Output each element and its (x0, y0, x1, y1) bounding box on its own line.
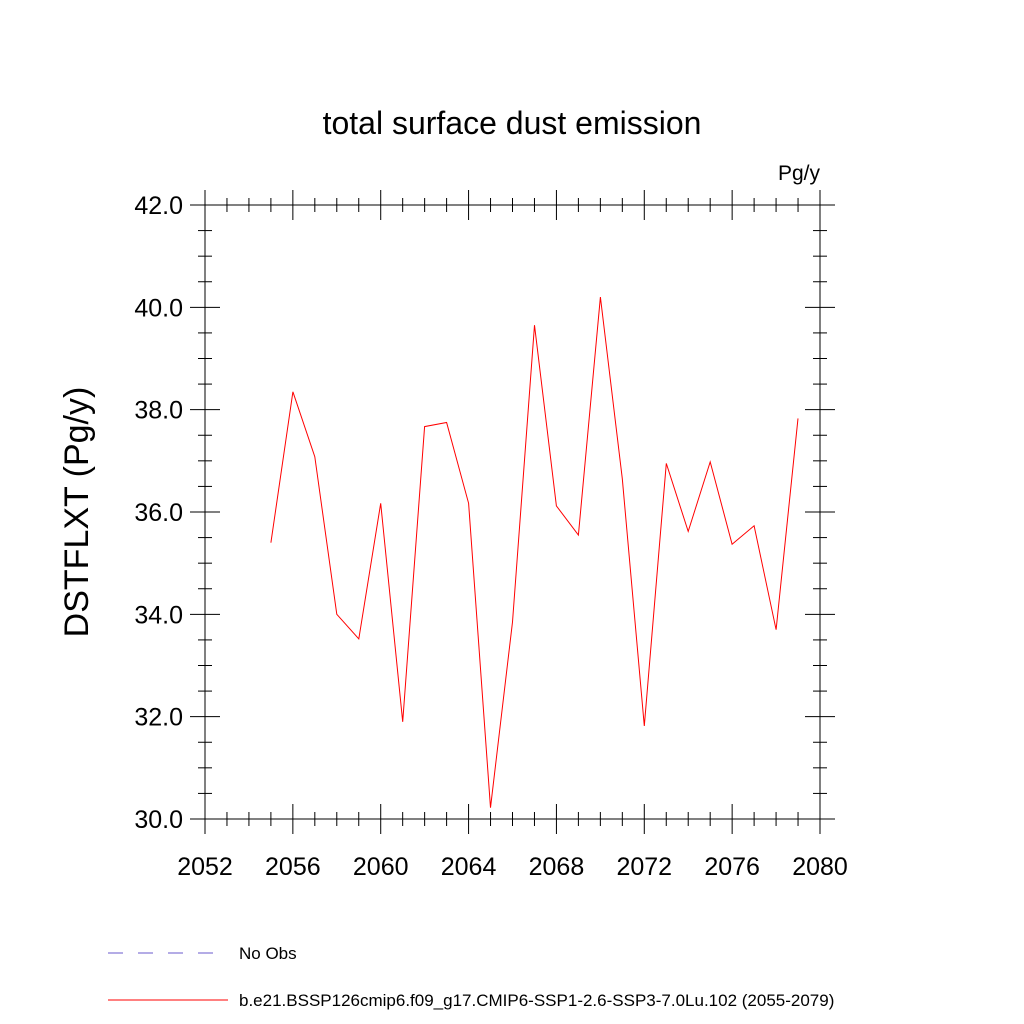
x-tick-label: 2064 (441, 853, 497, 881)
units-label: Pg/y (778, 162, 821, 185)
y-tick-label: 38.0 (134, 397, 183, 425)
y-tick-label: 30.0 (134, 806, 183, 834)
y-tick-label: 40.0 (134, 294, 183, 322)
legend-label: No Obs (239, 944, 297, 963)
legend: No Obs b.e21.BSSP126cmip6.f09_g17.CMIP6-S… (108, 944, 834, 1010)
y-tick-label: 32.0 (134, 704, 183, 732)
x-tick-label: 2072 (616, 853, 672, 881)
y-tick-label: 42.0 (134, 192, 183, 220)
series-lines (270, 297, 799, 808)
plot-frame (204, 204, 821, 820)
x-tick-label: 2056 (265, 853, 321, 881)
y-tick-label: 34.0 (134, 601, 183, 629)
chart-title: total surface dust emission (323, 105, 702, 141)
y-tick-label: 36.0 (134, 499, 183, 527)
series-line (270, 297, 799, 808)
legend-label: b.e21.BSSP126cmip6.f09_g17.CMIP6-SSP1-2.… (239, 991, 834, 1010)
x-tick-label: 2076 (704, 853, 760, 881)
axes: 2052 2056 2060 2064 2068 2072 2076 2080 30.0 32.0… (134, 190, 848, 881)
x-tick-label: 2060 (353, 853, 409, 881)
x-tick-label: 2080 (792, 853, 848, 881)
x-tick-label: 2068 (529, 853, 585, 881)
y-axis-label: DSTFLXT (Pg/y) (58, 387, 96, 638)
x-tick-label: 2052 (177, 853, 233, 881)
